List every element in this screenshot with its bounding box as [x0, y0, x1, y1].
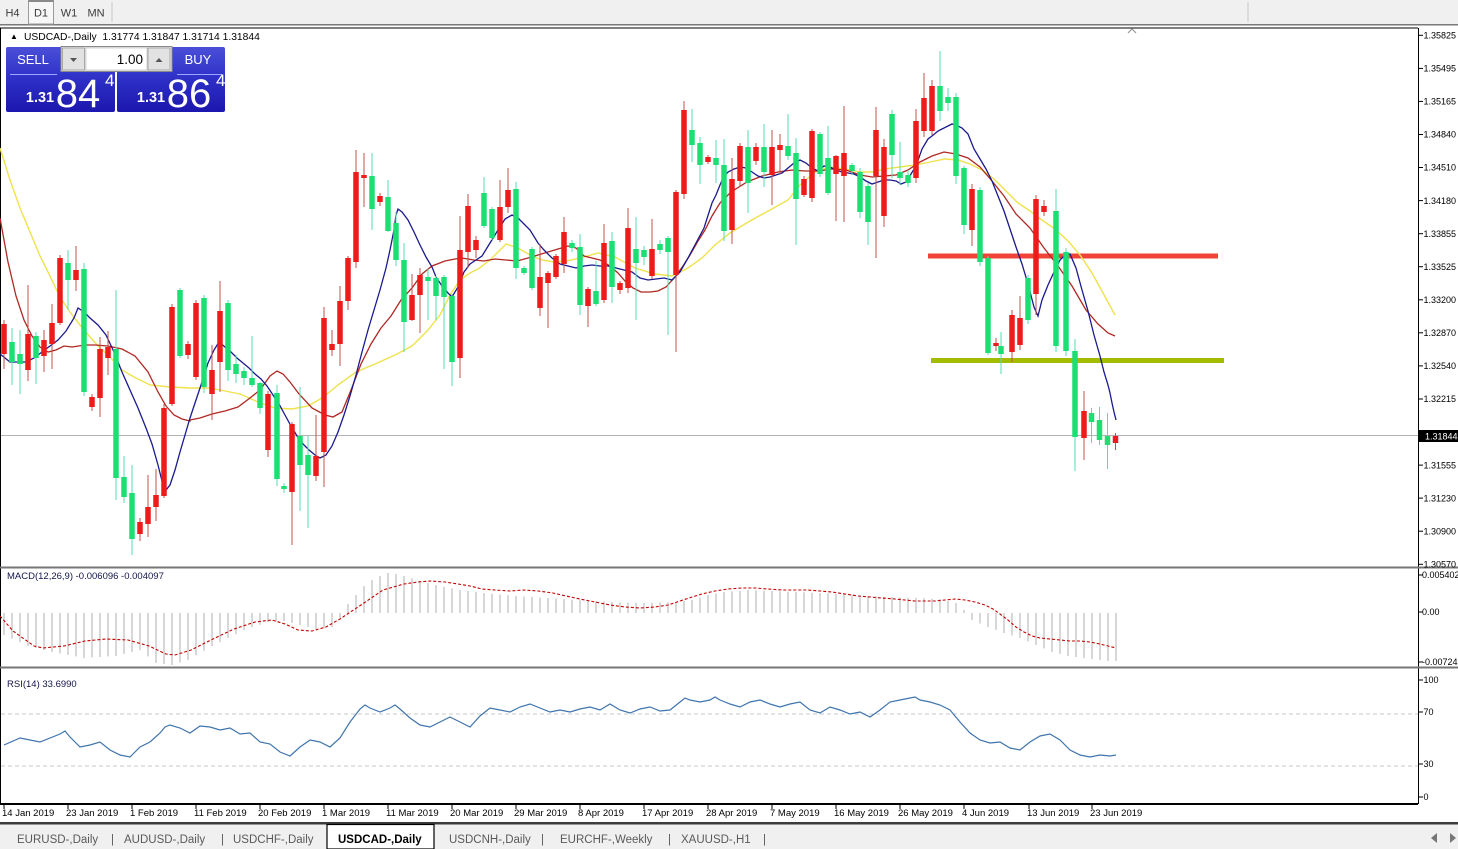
svg-text:8 Apr 2019: 8 Apr 2019 [578, 808, 624, 819]
svg-text:|: | [668, 834, 671, 846]
svg-text:USDCHF-,Daily: USDCHF-,Daily [233, 834, 314, 846]
svg-text:1.30900: 1.30900 [1424, 526, 1457, 536]
svg-text:1.34180: 1.34180 [1424, 196, 1457, 206]
svg-text:EURUSD-,Daily: EURUSD-,Daily [17, 834, 98, 846]
svg-text:|: | [541, 834, 544, 846]
svg-text:4 Jun 2019: 4 Jun 2019 [962, 808, 1009, 819]
svg-text:1.34840: 1.34840 [1424, 130, 1457, 140]
svg-text:1.00: 1.00 [117, 52, 143, 67]
svg-text:17 Apr 2019: 17 Apr 2019 [642, 808, 693, 819]
svg-text:XAUUSD-,H1: XAUUSD-,H1 [681, 834, 751, 846]
svg-text:1 Mar 2019: 1 Mar 2019 [322, 808, 370, 819]
svg-text:USDCNH-,Daily: USDCNH-,Daily [449, 834, 531, 846]
svg-text:16 May 2019: 16 May 2019 [834, 808, 889, 819]
svg-text:USDCAD-,Daily 1.31774 1.31847: USDCAD-,Daily 1.31774 1.31847 1.31714 1.… [24, 32, 260, 43]
svg-text:86: 86 [167, 72, 212, 116]
svg-text:20 Feb 2019: 20 Feb 2019 [258, 808, 311, 819]
svg-text:|: | [111, 834, 114, 846]
svg-text:1.32215: 1.32215 [1424, 394, 1457, 404]
svg-text:-0.0072435: -0.0072435 [1422, 657, 1458, 667]
svg-text:1.31230: 1.31230 [1424, 493, 1457, 503]
svg-text:USDCAD-,Daily: USDCAD-,Daily [338, 834, 422, 846]
svg-text:H4: H4 [5, 8, 19, 20]
svg-text:1.32870: 1.32870 [1424, 328, 1457, 338]
svg-text:4: 4 [216, 71, 225, 90]
svg-text:1.33525: 1.33525 [1424, 262, 1457, 272]
svg-text:26 May 2019: 26 May 2019 [898, 808, 953, 819]
svg-text:RSI(14) 33.6990: RSI(14) 33.6990 [7, 679, 77, 690]
svg-text:70: 70 [1424, 707, 1434, 717]
svg-text:20 Mar 2019: 20 Mar 2019 [450, 808, 503, 819]
svg-text:28 Apr 2019: 28 Apr 2019 [706, 808, 757, 819]
svg-text:1.33855: 1.33855 [1424, 229, 1457, 239]
svg-text:1.35165: 1.35165 [1424, 97, 1457, 107]
svg-text:23 Jun 2019: 23 Jun 2019 [1090, 808, 1142, 819]
svg-text:1.35495: 1.35495 [1424, 64, 1457, 74]
svg-text:1.31: 1.31 [26, 90, 54, 106]
svg-text:30: 30 [1424, 759, 1434, 769]
svg-text:1.35825: 1.35825 [1424, 31, 1457, 41]
svg-text:23 Jan 2019: 23 Jan 2019 [66, 808, 118, 819]
svg-text:MACD(12,26,9) -0.006096 -0.004: MACD(12,26,9) -0.006096 -0.004097 [7, 571, 164, 582]
svg-text:11 Feb 2019: 11 Feb 2019 [194, 808, 247, 819]
svg-text:1.34510: 1.34510 [1424, 163, 1457, 173]
svg-text:14 Jan 2019: 14 Jan 2019 [2, 808, 54, 819]
svg-text:|: | [221, 834, 224, 846]
svg-text:7 May 2019: 7 May 2019 [770, 808, 820, 819]
svg-text:1.32540: 1.32540 [1424, 361, 1457, 371]
svg-text:|: | [763, 834, 766, 846]
svg-text:1 Feb 2019: 1 Feb 2019 [130, 808, 178, 819]
svg-text:0: 0 [1424, 792, 1429, 802]
svg-text:MN: MN [87, 8, 104, 20]
svg-text:▲: ▲ [10, 32, 18, 41]
svg-text:4: 4 [105, 71, 114, 90]
svg-text:SELL: SELL [17, 52, 49, 67]
svg-text:13 Jun 2019: 13 Jun 2019 [1027, 808, 1079, 819]
svg-text:1.31844: 1.31844 [1425, 432, 1458, 442]
svg-text:0.00: 0.00 [1422, 607, 1440, 617]
svg-text:1.31555: 1.31555 [1424, 460, 1457, 470]
svg-text:AUDUSD-,Daily: AUDUSD-,Daily [124, 834, 205, 846]
svg-text:84: 84 [56, 72, 101, 116]
svg-text:W1: W1 [61, 8, 78, 20]
svg-text:D1: D1 [34, 8, 48, 20]
svg-text:1.31: 1.31 [137, 90, 165, 106]
svg-text:100: 100 [1424, 675, 1439, 685]
svg-text:EURCHF-,Weekly: EURCHF-,Weekly [560, 834, 653, 846]
svg-text:1.30570: 1.30570 [1424, 560, 1457, 570]
svg-text:29 Mar 2019: 29 Mar 2019 [514, 808, 567, 819]
svg-text:11 Mar 2019: 11 Mar 2019 [386, 808, 439, 819]
svg-text:1.33200: 1.33200 [1424, 295, 1457, 305]
svg-text:0.0054025: 0.0054025 [1422, 570, 1458, 580]
svg-text:BUY: BUY [185, 52, 212, 67]
